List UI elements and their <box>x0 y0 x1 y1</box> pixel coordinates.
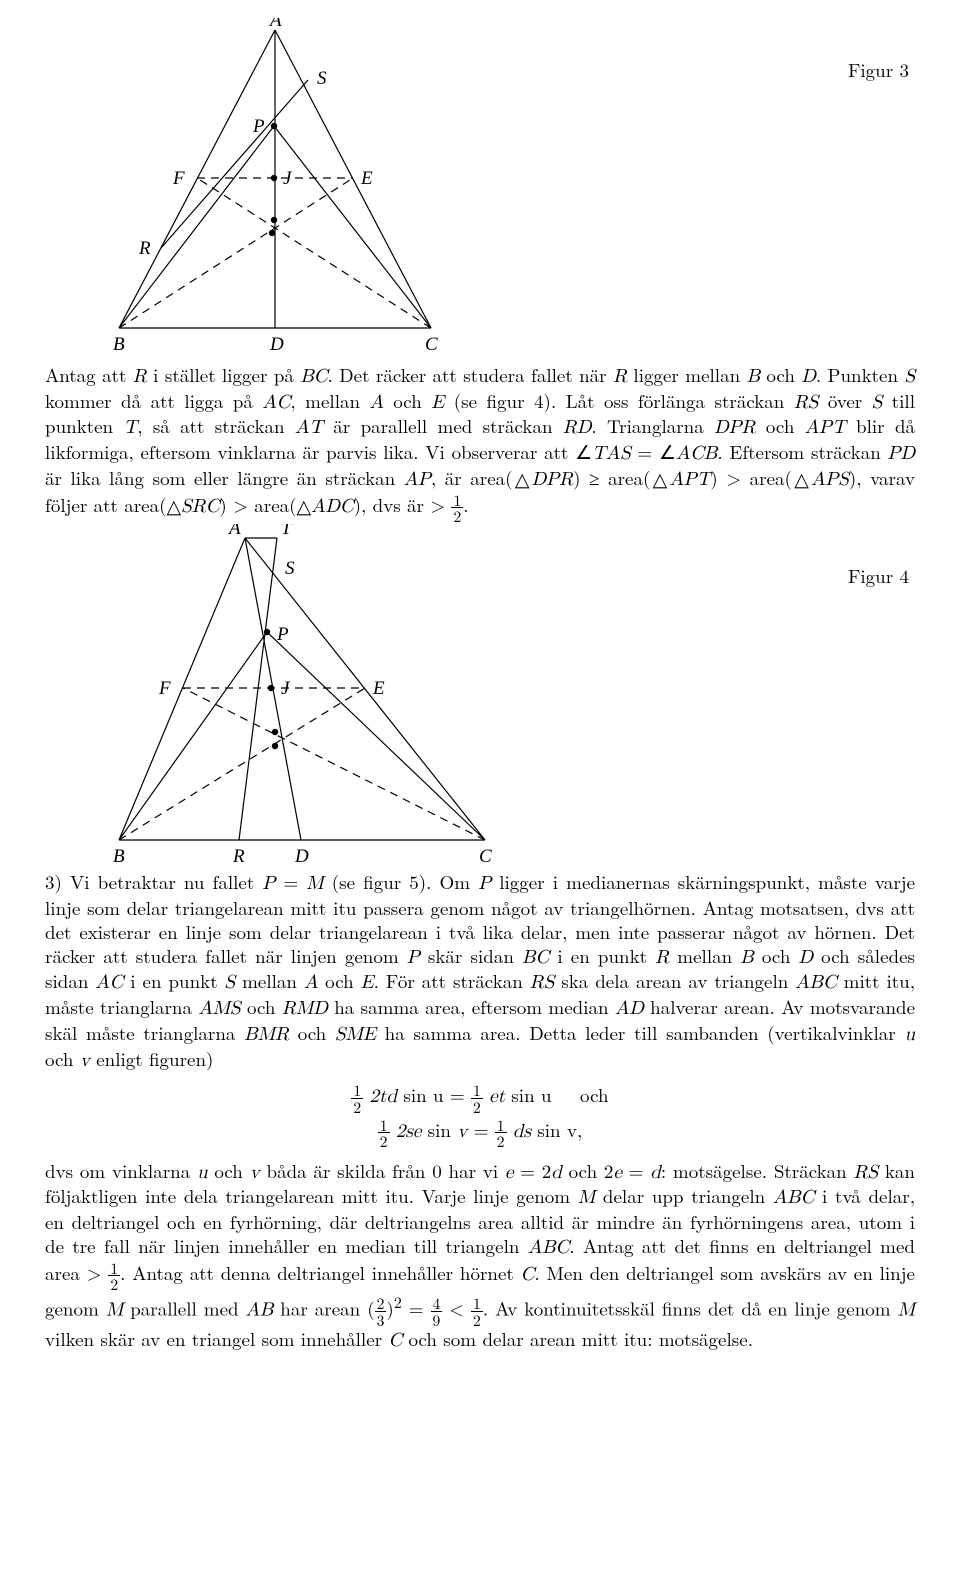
frac-den: 2 <box>471 1099 483 1115</box>
svg-text:F: F <box>158 678 171 699</box>
paragraph-2: 3) Vi betraktar nu fallet P = M (se figu… <box>45 870 915 1072</box>
svg-text:E: E <box>372 678 385 699</box>
svg-text:J: J <box>281 678 291 699</box>
svg-text:E: E <box>360 168 373 189</box>
eq-sign: = <box>402 1294 431 1321</box>
figure-4-block: A T S P F J E B R D C Figur 4 <box>45 524 915 871</box>
lt-sign: < <box>442 1294 471 1321</box>
svg-text:A: A <box>268 18 282 31</box>
eq-coef: et <box>489 1088 505 1107</box>
eq-coef: ds <box>513 1122 531 1141</box>
eq-tail: och <box>580 1082 609 1109</box>
frac-den: 2 <box>495 1133 507 1149</box>
svg-text:R: R <box>138 238 151 259</box>
figure-3-diagram: A S P F J E R B D C <box>45 18 525 358</box>
paragraph-3: dvs om vinklarna u och v båda är skilda … <box>45 1159 915 1353</box>
eq-trig: sin v, <box>537 1116 582 1143</box>
figure-3-caption: Figur 3 <box>525 18 915 82</box>
svg-text:P: P <box>276 624 289 645</box>
paragraph-1: Antag att R i stället ligger på BC. Det … <box>45 363 915 524</box>
frac-den: 3 <box>375 1312 387 1328</box>
svg-text:S: S <box>317 68 327 89</box>
svg-text:S: S <box>285 558 295 579</box>
svg-text:A: A <box>227 524 241 539</box>
svg-text:P: P <box>252 116 265 137</box>
svg-text:J: J <box>283 168 293 189</box>
eq-trig: sin u <box>511 1082 551 1109</box>
figure-3-svg-wrap: A S P F J E R B D C <box>45 18 525 363</box>
svg-text:R: R <box>232 846 245 866</box>
eq-coef: 2se <box>396 1122 421 1141</box>
figure-4-caption: Figur 4 <box>545 524 915 588</box>
equation-block: 12 2td sin u = 12 et sin u och 12 2se si… <box>45 1082 915 1148</box>
frac-den: 2 <box>471 1312 483 1328</box>
svg-text:D: D <box>269 334 284 355</box>
equation-line-1: 12 2td sin u = 12 et sin u och <box>45 1082 915 1114</box>
frac-den: 2 <box>108 1276 120 1292</box>
frac-den: 2 <box>451 508 463 524</box>
svg-text:F: F <box>172 168 185 189</box>
figure-4-svg-wrap: A T S P F J E B R D C <box>45 524 545 871</box>
figure-3-block: A S P F J E R B D C Figur 3 <box>45 18 915 363</box>
equation-line-2: 12 2se sin v = 12 ds sin v, <box>45 1117 915 1149</box>
frac-den: 9 <box>431 1312 443 1328</box>
exponent: 2 <box>394 1290 402 1313</box>
svg-text:C: C <box>479 846 492 866</box>
svg-text:B: B <box>113 846 125 866</box>
svg-text:D: D <box>294 846 309 866</box>
frac-den: 2 <box>351 1099 363 1115</box>
svg-text:B: B <box>113 334 125 355</box>
svg-text:T: T <box>281 524 293 539</box>
eq-trig: sin u <box>403 1082 443 1109</box>
eq-coef: 2td <box>370 1088 397 1107</box>
figure-4-diagram: A T S P F J E B R D C <box>45 524 545 866</box>
frac-den: 2 <box>378 1133 390 1149</box>
svg-text:C: C <box>425 334 438 355</box>
